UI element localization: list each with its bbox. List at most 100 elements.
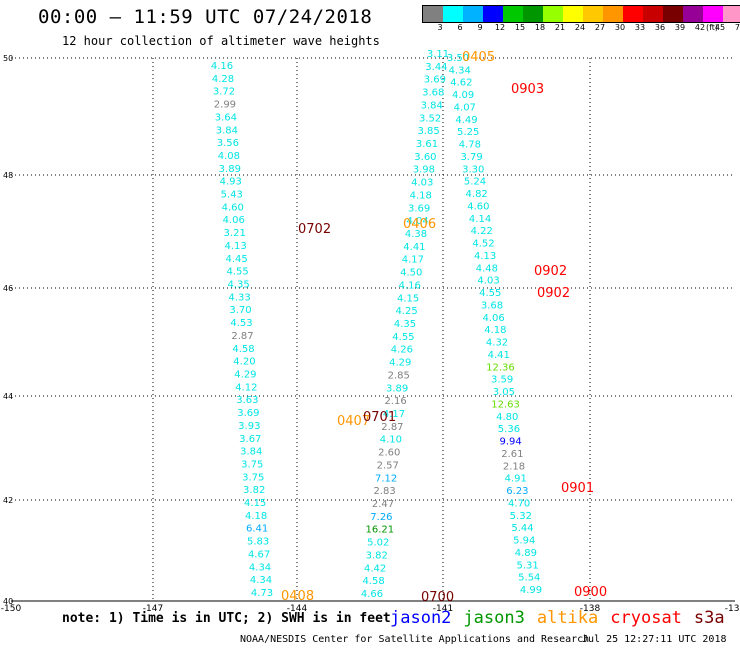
- lon-tick-label: -144: [287, 604, 308, 612]
- wave-height-label: 3.89: [219, 164, 241, 175]
- wave-height-label: 5.83: [247, 537, 269, 548]
- pass-time-label: 0902: [537, 286, 570, 301]
- lon-tick-label: -135: [725, 604, 740, 612]
- wave-height-label: 3.98: [413, 165, 435, 176]
- wave-height-label: 4.58: [232, 344, 254, 355]
- wave-height-label: 3.69: [408, 203, 430, 214]
- legend-label: 21: [554, 23, 566, 32]
- wave-height-label: 4.18: [484, 325, 506, 336]
- wave-height-label: 2.18: [503, 461, 525, 472]
- pass-time-label: 0903: [511, 82, 544, 97]
- map-grid: [11, 57, 735, 602]
- pass-time-label: 0902: [534, 264, 567, 279]
- legend-label: 30: [614, 23, 626, 32]
- wave-height-label: 12.36: [486, 362, 515, 373]
- wave-height-label: 4.66: [361, 589, 383, 600]
- wave-height-label: 3.67: [239, 434, 261, 445]
- wave-height-label: 2.87: [381, 422, 403, 433]
- wave-height-label: 3.93: [238, 421, 260, 432]
- wave-height-label: 4.15: [244, 498, 266, 509]
- wave-height-label: 6.23: [506, 486, 528, 497]
- wave-height-label: 4.16: [211, 61, 233, 72]
- wave-height-label: 3.61: [416, 139, 438, 150]
- lon-tick-label: -141: [433, 604, 453, 612]
- wave-height-label: 4.13: [474, 251, 496, 262]
- wave-height-label: 7.26: [370, 512, 392, 523]
- legend-swatch: [563, 6, 583, 22]
- wave-height-label: 4.12: [235, 382, 257, 393]
- pass-time-label: 0900: [574, 585, 607, 600]
- legend-swatch: [503, 6, 523, 22]
- wave-height-label: 3.70: [229, 305, 251, 316]
- wave-height-label: 3.75: [241, 459, 263, 470]
- wave-height-label: 3.68: [481, 300, 503, 311]
- legend-label: 36: [654, 23, 666, 32]
- legend-swatch: [603, 6, 623, 22]
- wave-height-label: 4.55: [392, 332, 414, 343]
- wave-height-label: 4.41: [403, 242, 425, 253]
- wave-height-label: 4.60: [222, 202, 244, 213]
- wave-height-label: 4.06: [483, 313, 505, 324]
- wave-height-label: 4.03: [411, 178, 433, 189]
- legend-swatch: [643, 6, 663, 22]
- lon-tick-label: -138: [580, 604, 601, 612]
- wave-height-label: 4.20: [233, 357, 255, 368]
- wave-height-label: 3.84: [421, 100, 443, 111]
- wave-height-label: 4.82: [466, 189, 488, 200]
- legend-swatch: [583, 6, 603, 22]
- legend-swatch: [663, 6, 683, 22]
- wave-height-label: 4.52: [472, 239, 494, 250]
- wave-height-label: 3.69: [424, 75, 446, 86]
- wave-height-label: 4.15: [397, 293, 419, 304]
- satellite-key-cryosat: cryosat: [610, 608, 682, 628]
- wave-height-label: 4.49: [455, 115, 477, 126]
- wave-height-label: 3.84: [240, 447, 262, 458]
- wave-height-label: 4.38: [405, 229, 427, 240]
- wave-height-label: 3.64: [215, 112, 237, 123]
- wave-height-label: 4.55: [479, 288, 501, 299]
- wave-height-label: 4.08: [218, 151, 240, 162]
- lon-tick-label: -147: [143, 604, 163, 612]
- wave-height-label: 5.44: [511, 523, 533, 534]
- legend-label: 6: [457, 23, 463, 32]
- wave-height-label: 3.30: [462, 164, 484, 175]
- wave-height-label: 2.16: [384, 396, 406, 407]
- wave-height-label: 4.07: [454, 102, 476, 113]
- pass-time-label: 0701: [363, 410, 396, 425]
- wave-height-label: 2.87: [231, 331, 253, 342]
- wave-height-label: 4.14: [469, 214, 491, 225]
- legend-label: 24: [574, 23, 586, 32]
- legend-label: 42: [694, 23, 706, 32]
- wave-height-label: 5.31: [516, 560, 538, 571]
- wave-height-label: 5.94: [513, 536, 535, 547]
- wave-height-label: 4.35: [394, 319, 416, 330]
- legend-label: 45: [714, 23, 726, 32]
- pass-time-label: 0700: [421, 590, 454, 605]
- wave-height-label: 4.34: [249, 562, 271, 573]
- lat-tick-label: 50: [3, 54, 13, 63]
- wave-height-label: 12.63: [491, 399, 520, 410]
- track-3: 3.504.34 4.624.094.07 4.495.25 4.783.793.30…: [447, 53, 542, 596]
- page-subtitle: 12 hour collection of altimeter wave hei…: [62, 34, 380, 48]
- page-title: 00:00 – 11:59 UTC 07/24/2018: [38, 6, 373, 28]
- wave-height-label: 3.79: [460, 152, 482, 163]
- track-2: 3.11 3.44 3.69 3.683.84 3.52 3.85 3.61 3.60 3.98…: [361, 49, 449, 600]
- legend-label: 18: [534, 23, 546, 32]
- legend-swatch: [483, 6, 503, 22]
- wave-height-label: 4.13: [225, 241, 247, 252]
- wave-height-label: 3.21: [224, 228, 246, 239]
- wave-height-label: 4.33: [228, 292, 250, 303]
- legend-swatch: [623, 6, 643, 22]
- wave-height-label: 4.78: [459, 140, 481, 151]
- wave-height-label: 4.32: [486, 338, 508, 349]
- wave-height-label: 3.56: [217, 138, 239, 149]
- wave-height-label: 4.26: [391, 345, 413, 356]
- satellite-key-jason3: jason3: [463, 608, 525, 628]
- wave-height-label: 4.45: [226, 254, 248, 265]
- wave-height-map: 50 48 46 44 42 40-150 -147 -144 -141 -138 -135 4.1…: [1, 49, 740, 612]
- wave-height-label: 4.73: [251, 588, 273, 599]
- wave-height-label: 3.63: [236, 395, 258, 406]
- pass-time-label: 0901: [561, 481, 594, 496]
- lat-tick-label: 40: [3, 597, 13, 606]
